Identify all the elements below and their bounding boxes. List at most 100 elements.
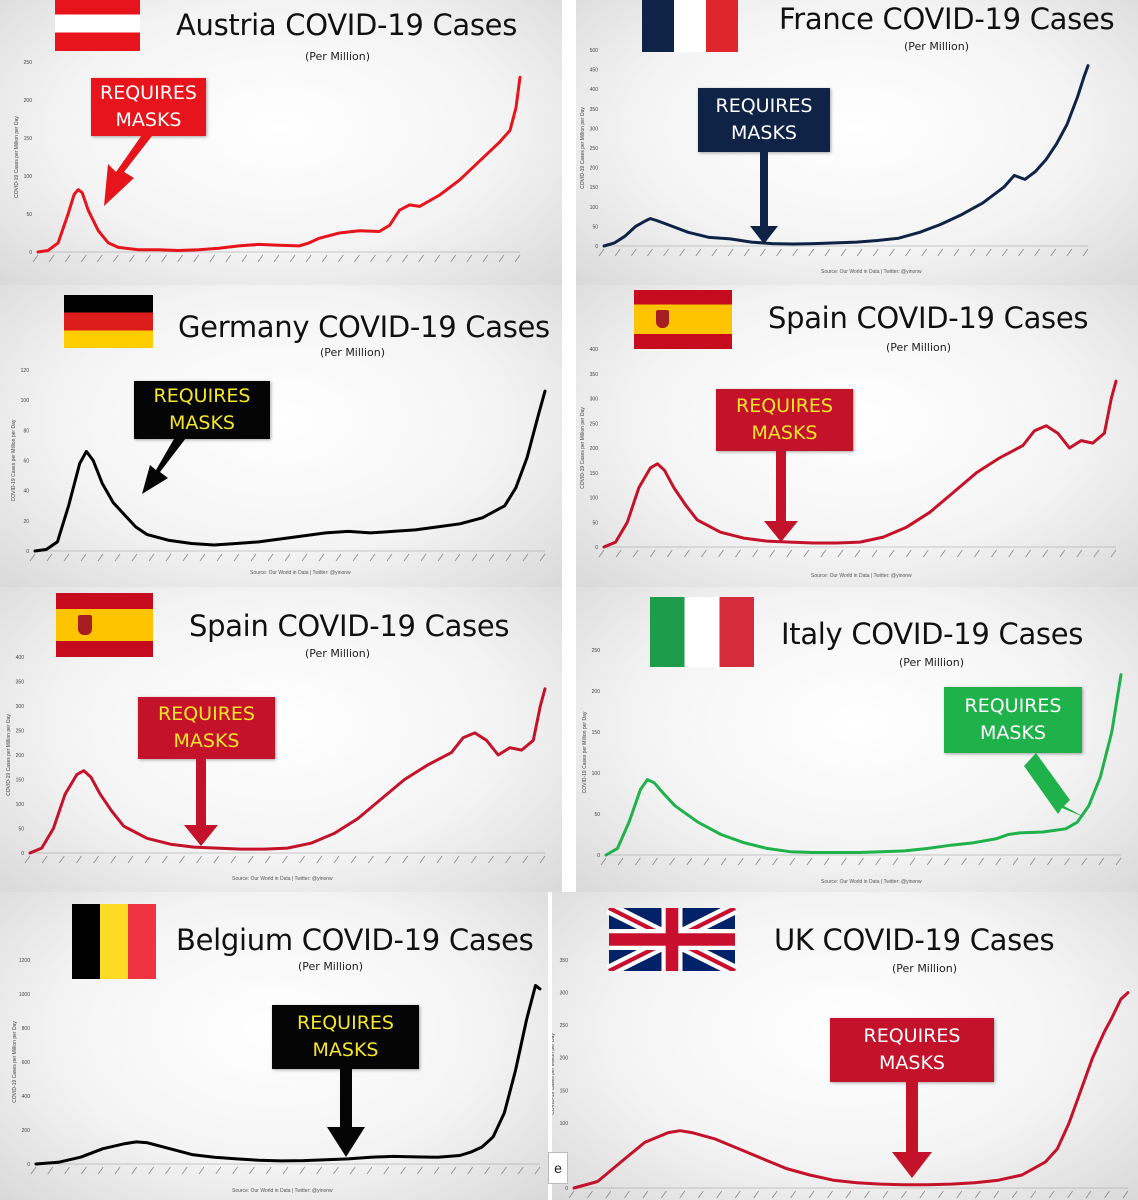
x-tick-mark [727, 248, 734, 257]
x-tick-mark [505, 553, 512, 562]
x-tick-mark [113, 254, 119, 263]
chart-title: Italy COVID-19 Cases [781, 617, 1084, 651]
x-tick-mark [937, 248, 944, 257]
x-tick-mark [148, 1166, 154, 1175]
edge-chip[interactable]: e [548, 1152, 568, 1184]
x-tick-mark [974, 549, 980, 558]
y-tick-label: 50 [26, 212, 32, 218]
chart-title: Austria COVID-19 Cases [176, 8, 518, 42]
callout-label: REQUIRES MASKS [964, 695, 1062, 744]
x-tick-mark [505, 855, 511, 864]
x-tick-mark [450, 1166, 457, 1175]
y-tick-label: 1000 [19, 992, 30, 998]
x-tick-mark [837, 549, 844, 558]
x-tick-mark [875, 857, 881, 866]
x-tick-mark [617, 857, 624, 866]
x-tick-mark [144, 855, 151, 864]
chart-subtitle: (Per Million) [904, 40, 970, 53]
x-tick-mark [225, 254, 232, 263]
x-tick-mark [841, 857, 847, 866]
x-tick-mark [991, 549, 997, 558]
x-tick-mark [669, 857, 675, 866]
x-tick-mark [854, 549, 861, 558]
x-tick-mark [922, 549, 929, 558]
y-tick-label: 0 [595, 545, 598, 551]
x-tick-mark [484, 1166, 490, 1175]
x-tick-mark [864, 1190, 870, 1199]
x-tick-mark [127, 855, 134, 864]
callout-label: REQUIRES MASKS [715, 95, 813, 144]
x-tick-mark [1067, 1190, 1073, 1199]
x-tick-mark [385, 855, 391, 864]
x-tick-mark [769, 549, 775, 558]
x-tick-mark [488, 855, 494, 864]
panel-italy: Italy COVID-19 Cases (Per Million) 0 50 10… [576, 587, 1138, 892]
chart-subtitle: (Per Million) [320, 346, 386, 359]
x-tick-mark [418, 254, 424, 263]
x-tick-mark [337, 254, 344, 263]
x-tick-mark [349, 1166, 356, 1175]
spain-flag [634, 290, 732, 349]
x-tick-mark [901, 1190, 907, 1199]
x-tick-mark [738, 857, 744, 866]
x-tick-mark [871, 549, 878, 558]
chart-plot: 0 50 100 150 200 250 300 350 400 COVID-19 Cases p… [6, 655, 547, 864]
y-tick-label: 0 [29, 250, 32, 256]
x-tick-mark [265, 1166, 272, 1175]
x-tick-mark [614, 248, 621, 257]
chart-plot: 0 20 40 60 80 100 120 COVID-19 Cases per Millio… [11, 368, 547, 562]
y-tick-label: 250 [560, 1023, 569, 1029]
x-tick-mark [419, 855, 426, 864]
panel-spain-1: Spain COVID-19 Cases (Per Million) 0 50 10… [576, 285, 1138, 587]
x-tick-mark [433, 1166, 440, 1175]
x-tick-mark [321, 254, 328, 263]
callout-label: REQUIRES MASKS [100, 82, 197, 131]
x-tick-mark [776, 248, 782, 257]
chart-plot: 0 50 100 150 200 250 COVID-19 Cases per Millio… [582, 648, 1123, 866]
x-tick-mark [498, 254, 505, 263]
x-tick-mark [615, 549, 622, 558]
y-tick-label: 100 [590, 496, 599, 502]
y-axis-label: COVID-19 Cases per Million per Day [580, 107, 586, 189]
x-tick-mark [1059, 549, 1066, 558]
y-axis-label: COVID-19 Cases per Million per Day [552, 1033, 556, 1115]
x-tick-mark [684, 549, 690, 558]
x-tick-mark [46, 553, 53, 562]
x-tick-mark [624, 1190, 630, 1199]
x-tick-mark [1050, 248, 1057, 257]
y-tick-label: 150 [592, 730, 601, 736]
x-tick-mark [250, 553, 257, 562]
x-tick-mark [827, 1190, 833, 1199]
x-tick-mark [333, 1166, 339, 1175]
x-tick-mark [383, 1166, 390, 1175]
x-tick-mark [273, 254, 280, 263]
y-tick-label: 150 [590, 185, 599, 191]
requires-masks-callout: REQUIRES MASKS [134, 381, 270, 439]
x-tick-mark [888, 549, 895, 558]
x-tick-mark [417, 1166, 423, 1175]
x-tick-mark [64, 1166, 70, 1175]
x-tick-mark [993, 1190, 1000, 1199]
x-tick-mark [679, 248, 685, 257]
x-tick-mark [316, 1166, 322, 1175]
x-tick-mark [1042, 549, 1049, 558]
x-tick-mark [806, 857, 813, 866]
x-tick-mark [284, 553, 291, 562]
chart-source: Source: Our World in Data | Twitter: @yi… [821, 879, 922, 885]
x-tick-mark [488, 553, 495, 562]
x-tick-mark [961, 857, 967, 866]
x-tick-mark [856, 248, 863, 257]
x-tick-mark [858, 857, 864, 866]
x-tick-mark [1012, 857, 1019, 866]
y-axis-label: COVID-19 Cases per Million per Day [11, 419, 17, 501]
y-tick-label: 150 [24, 136, 33, 142]
x-tick-mark [232, 1166, 238, 1175]
x-tick-mark [872, 248, 879, 257]
cases-line [28, 687, 547, 855]
y-tick-label: 200 [560, 1056, 569, 1062]
x-tick-mark [734, 1190, 741, 1199]
spain-flag [56, 593, 153, 657]
y-tick-label: 0 [595, 244, 598, 250]
requires-masks-callout: REQUIRES MASKS [698, 88, 830, 152]
chart-source: Source: Our World in Data | Twitter: @yi… [232, 1188, 333, 1194]
